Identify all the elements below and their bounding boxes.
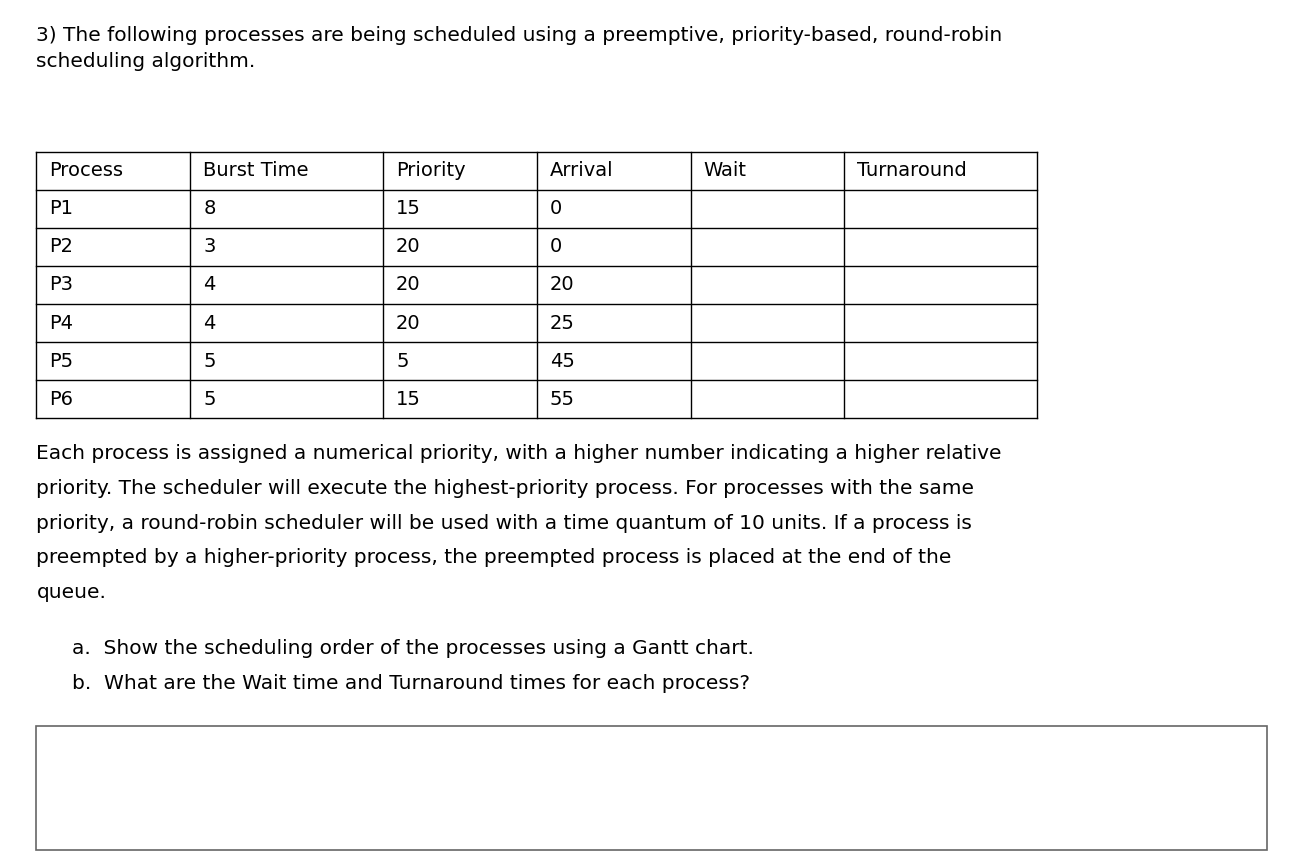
Text: 20: 20 — [396, 275, 421, 294]
Text: 0: 0 — [550, 199, 562, 218]
Text: scheduling algorithm.: scheduling algorithm. — [36, 52, 255, 71]
Text: 4: 4 — [203, 313, 215, 333]
Text: Process: Process — [50, 161, 124, 180]
Text: queue.: queue. — [36, 583, 107, 602]
Text: preempted by a higher-priority process, the preempted process is placed at the e: preempted by a higher-priority process, … — [36, 548, 952, 567]
Text: P3: P3 — [50, 275, 73, 294]
Text: 15: 15 — [396, 199, 421, 218]
Text: priority, a round-robin scheduler will be used with a time quantum of 10 units. : priority, a round-robin scheduler will b… — [36, 514, 972, 533]
Text: 5: 5 — [396, 352, 409, 371]
Text: P4: P4 — [50, 313, 73, 333]
Text: Priority: Priority — [396, 161, 465, 180]
Text: a.  Show the scheduling order of the processes using a Gantt chart.: a. Show the scheduling order of the proc… — [72, 639, 753, 658]
Text: 8: 8 — [203, 199, 215, 218]
Text: priority. The scheduler will execute the highest-priority process. For processes: priority. The scheduler will execute the… — [36, 479, 975, 498]
Bar — [36, 726, 1267, 850]
Text: 25: 25 — [550, 313, 575, 333]
Text: 5: 5 — [203, 352, 216, 371]
Text: Arrival: Arrival — [550, 161, 614, 180]
Text: 20: 20 — [396, 313, 421, 333]
Text: Each process is assigned a numerical priority, with a higher number indicating a: Each process is assigned a numerical pri… — [36, 444, 1002, 463]
Text: 3: 3 — [203, 237, 215, 256]
Text: Wait: Wait — [704, 161, 747, 180]
Text: P5: P5 — [50, 352, 74, 371]
Text: 55: 55 — [550, 390, 575, 409]
Text: 15: 15 — [396, 390, 421, 409]
Text: 20: 20 — [550, 275, 575, 294]
Text: 5: 5 — [203, 390, 216, 409]
Text: P1: P1 — [50, 199, 73, 218]
Text: 3) The following processes are being scheduled using a preemptive, priority-base: 3) The following processes are being sch… — [36, 26, 1003, 45]
Text: Turnaround: Turnaround — [857, 161, 967, 180]
Text: 4: 4 — [203, 275, 215, 294]
Text: b.  What are the Wait time and Turnaround times for each process?: b. What are the Wait time and Turnaround… — [72, 674, 749, 693]
Text: 20: 20 — [396, 237, 421, 256]
Text: Burst Time: Burst Time — [203, 161, 309, 180]
Text: P2: P2 — [50, 237, 73, 256]
Text: 45: 45 — [550, 352, 575, 371]
Text: 0: 0 — [550, 237, 562, 256]
Text: P6: P6 — [50, 390, 73, 409]
